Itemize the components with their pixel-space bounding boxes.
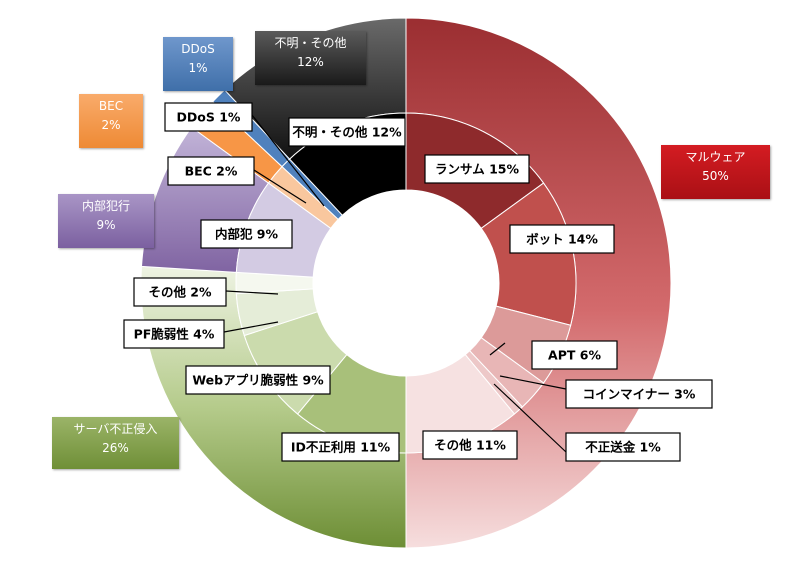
inner-label-8: PF脆弱性 4% [123, 319, 225, 349]
label-text: ランサム 15% [435, 162, 519, 177]
tile-name: BEC [98, 99, 124, 113]
legend-tile-bec: BEC 2% [79, 94, 143, 148]
inner-labels: ランサム 15% ボット 14% APT 6% コインマイナー 3% 不正送金 1% その… [123, 102, 713, 462]
legend-tile-ddos: DDoS 1% [163, 37, 233, 91]
inner-label-6: ID不正利用 11% [281, 432, 400, 462]
inner-label-4: 不正送金 1% [565, 432, 681, 462]
label-text: APT 6% [548, 348, 601, 363]
label-box [123, 319, 225, 349]
label-text: Webアプリ脆弱性 9% [192, 373, 324, 388]
tile-name: マルウェア [685, 150, 746, 164]
inner-label-3: コインマイナー 3% [565, 379, 713, 409]
label-text: 不明・その他 12% [292, 125, 402, 140]
donut-hole [313, 190, 499, 376]
tile-name: DDoS [181, 42, 215, 56]
leader-line-4 [493, 383, 567, 453]
inner-label-5: その他 11% [422, 430, 518, 460]
tile-name: サーバ不正侵入 [73, 422, 158, 436]
label-text: BEC 2% [185, 164, 238, 179]
leader-lines [223, 114, 567, 453]
label-text: その他 2% [148, 285, 212, 300]
legend-tile-insider: 内部犯行 9% [58, 194, 154, 248]
label-box [565, 379, 713, 409]
inner-label-0: ランサム 15% [424, 154, 530, 184]
inner-label-10: 内部犯 9% [200, 219, 293, 249]
inner-label-12: DDoS 1% [164, 102, 253, 132]
tile-pct: 12% [297, 55, 324, 69]
label-box [281, 432, 400, 462]
label-text: コインマイナー 3% [583, 387, 696, 402]
legend-tile-unknown: 不明・その他 12% [255, 31, 366, 85]
tile-pct: 26% [102, 441, 129, 455]
label-box [422, 430, 518, 460]
tile-pct: 1% [188, 61, 208, 75]
label-box [167, 156, 255, 186]
tile-pct: 9% [96, 218, 116, 232]
label-text: 内部犯 9% [215, 227, 279, 242]
label-box [565, 432, 681, 462]
inner-label-11: BEC 2% [167, 156, 255, 186]
inner-label-1: ボット 14% [509, 224, 615, 254]
label-box [424, 154, 530, 184]
tile-pct: 2% [101, 118, 121, 132]
label-box [185, 365, 331, 395]
legend-tile-server-intrusion: サーバ不正侵入 26% [52, 417, 179, 469]
legend-tile-malware: マルウェア 50% [661, 145, 770, 199]
leader-line-3 [499, 375, 567, 390]
label-text: DDoS 1% [177, 110, 241, 125]
label-box [288, 117, 406, 147]
label-text: ボット 14% [526, 232, 598, 247]
tile-name: 内部犯行 [81, 199, 130, 213]
label-box [200, 219, 293, 249]
label-text: ID不正利用 11% [291, 440, 391, 455]
label-text: PF脆弱性 4% [134, 327, 215, 342]
leader-line-11 [253, 169, 307, 204]
label-box [509, 224, 615, 254]
tile-name: 不明・その他 [274, 36, 347, 50]
label-box [133, 277, 227, 307]
leader-line-2 [489, 342, 506, 356]
label-text: その他 11% [434, 438, 506, 453]
inner-label-13: 不明・その他 12% [288, 117, 406, 147]
label-box [164, 102, 253, 132]
leader-line-12 [251, 114, 325, 207]
inner-label-7: Webアプリ脆弱性 9% [185, 365, 331, 395]
leader-line-9 [225, 290, 279, 295]
inner-label-9: その他 2% [133, 277, 227, 307]
label-text: 不正送金 1% [585, 440, 661, 455]
label-box [531, 340, 618, 370]
inner-label-2: APT 6% [531, 340, 618, 370]
tile-pct: 50% [702, 169, 729, 183]
leader-line-8 [223, 321, 279, 333]
